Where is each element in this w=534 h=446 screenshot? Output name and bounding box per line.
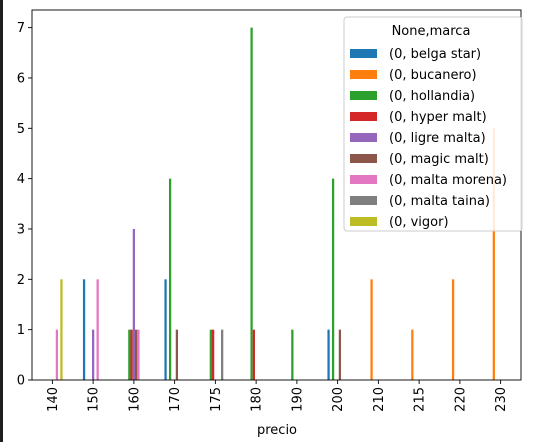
bar-0-malta-morena-160 xyxy=(137,329,140,380)
bar-0-ligre-malta-160 xyxy=(132,228,135,380)
legend-entry-label: (0, belga star) xyxy=(389,47,481,62)
x-tick-label: 220 xyxy=(453,387,468,412)
bar-0-malta-morena-150 xyxy=(96,279,99,380)
bar-0-hyper-malt-160 xyxy=(130,329,133,380)
legend-swatch xyxy=(350,49,377,58)
legend-swatch xyxy=(350,175,377,184)
bar-0-hollandia-180 xyxy=(250,27,253,381)
y-tick-label: 5 xyxy=(17,122,25,137)
bar-0-magic-malt-160 xyxy=(135,329,138,380)
bar-0-magic-malt-170 xyxy=(175,329,179,380)
x-tick-label: 150 xyxy=(87,387,102,412)
y-tick-label: 3 xyxy=(17,222,25,237)
y-tick-label: 1 xyxy=(17,323,25,338)
legend-entry-label: (0, ligre malta) xyxy=(389,131,486,146)
bar-0-hollandia-200 xyxy=(331,178,335,380)
bar-0-hollandia-170 xyxy=(168,178,172,380)
legend-entry-label: (0, hollandia) xyxy=(389,89,475,104)
bar-0-malta-taina-175 xyxy=(221,329,224,380)
bar-0-hollandia-175 xyxy=(209,329,212,380)
bar-0-belga-star-200 xyxy=(327,329,330,380)
x-tick-label: 210 xyxy=(372,387,387,412)
legend-box xyxy=(343,16,523,232)
legend-title: None,marca xyxy=(392,24,471,39)
y-tick-label: 0 xyxy=(17,374,25,389)
bar-0-magic-malt-200 xyxy=(338,329,342,380)
x-axis-label: precio xyxy=(257,423,297,438)
bar-0-hyper-malt-180 xyxy=(252,329,255,380)
legend-swatch xyxy=(350,196,377,205)
legend-entry-label: (0, bucanero) xyxy=(389,68,477,83)
legend-entry-label: (0, vigor) xyxy=(389,215,449,230)
legend-entry-label: (0, malta taina) xyxy=(389,194,490,209)
legend-swatch xyxy=(350,91,377,100)
legend-swatch xyxy=(350,154,377,163)
bar-0-malta-morena-140 xyxy=(55,329,59,380)
bar-0-belga-star-150 xyxy=(82,279,86,380)
bar-0-bucanero-210 xyxy=(370,279,373,380)
x-tick-label: 140 xyxy=(46,387,61,412)
x-tick-label: 175 xyxy=(209,387,224,412)
bar-0-hollandia-190 xyxy=(291,329,294,380)
x-tick-label: 160 xyxy=(127,387,142,412)
y-tick-label: 6 xyxy=(17,71,25,86)
y-tick-label: 4 xyxy=(17,172,25,187)
window-edge xyxy=(0,0,3,442)
legend-entry-label: (0, hyper malt) xyxy=(389,110,487,125)
legend-swatch xyxy=(350,217,377,226)
y-tick-label: 2 xyxy=(17,273,25,288)
legend-swatch xyxy=(350,112,377,121)
x-tick-label: 215 xyxy=(413,387,428,412)
legend-swatch xyxy=(350,133,377,142)
legend: None,marca (0, belga star) (0, bucanero) (0… xyxy=(343,16,523,232)
x-tick-label: 200 xyxy=(331,387,346,412)
legend-entry-label: (0, magic malt) xyxy=(389,152,489,167)
bar-0-hollandia-160 xyxy=(128,329,131,380)
y-tick-label: 7 xyxy=(17,21,25,36)
bar-0-ligre-malta-150 xyxy=(91,329,95,380)
x-tick-label: 180 xyxy=(250,387,265,412)
bar-0-bucanero-215 xyxy=(411,329,414,380)
bar-0-bucanero-230 xyxy=(492,128,495,380)
bar-0-hyper-malt-175 xyxy=(211,329,215,380)
bar-0-bucanero-220 xyxy=(451,279,455,380)
bars-group xyxy=(55,27,495,381)
bar-0-vigor-140 xyxy=(60,279,63,380)
bar-0-belga-star-170 xyxy=(164,279,167,380)
x-tick-label: 170 xyxy=(168,387,183,412)
x-tick-label: 230 xyxy=(494,387,509,412)
x-tick-label: 190 xyxy=(290,387,305,412)
legend-swatch xyxy=(350,70,377,79)
legend-entry-label: (0, malta morena) xyxy=(389,173,507,188)
axes-group: 0 1 2 3 4 5 6 7 140 150 160 170 175 180 190 200 210 215 22… xyxy=(17,9,522,412)
